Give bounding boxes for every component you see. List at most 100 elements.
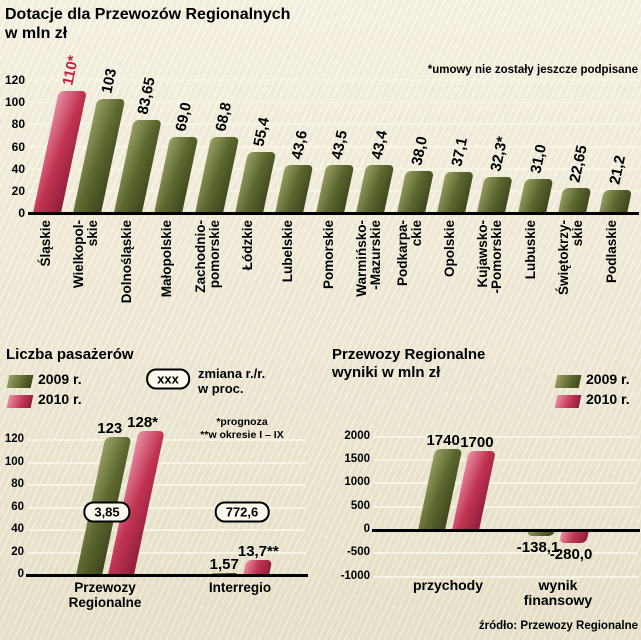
value-label-Dolnośląskie: 83,65 xyxy=(134,76,160,117)
legend-2009-label-left: 2009 r. xyxy=(38,371,82,387)
y-tick-60: 60 xyxy=(11,500,24,513)
page-title-line1: Dotacje dla Przewozów Regionalnych xyxy=(5,6,291,23)
value-label-Małopolskie: 69,0 xyxy=(172,100,195,133)
gridline-120 xyxy=(28,79,639,81)
y-tick-60: 60 xyxy=(11,139,25,154)
category-label-Opolskie: Opolskie xyxy=(442,220,457,278)
bar-Świętokrzyskie xyxy=(558,187,592,213)
legend-2009-swatch-right xyxy=(554,375,582,388)
gridline-20 xyxy=(28,551,306,554)
y-tick--1000: -1000 xyxy=(340,569,370,582)
category-label-Małopolskie: Małopolskie xyxy=(159,220,175,298)
y-tick-500: 500 xyxy=(350,499,370,512)
bar-Opolskie xyxy=(437,171,474,213)
bar-Zachodniopomorskie xyxy=(194,136,239,213)
y-tick-120: 120 xyxy=(4,433,24,445)
value-label: -138,1 xyxy=(516,539,560,557)
chart-passengers: 0 20 40 60 80 100 120 123 128* Przewozy Regionaln… xyxy=(0,414,320,640)
y-tick-2000: 2000 xyxy=(344,429,370,442)
value-label-Lubelskie: 43,6 xyxy=(287,128,311,161)
value-label-Świętokrzyskie: 22,65 xyxy=(566,143,591,184)
x-axis xyxy=(26,574,308,577)
legend-2009-swatch-left xyxy=(6,375,34,388)
category-label-Wielkopolskie: Wielkopol- skie xyxy=(71,220,101,289)
x-axis xyxy=(28,212,639,215)
y-tick-1000: 1000 xyxy=(344,476,370,489)
bar-Kujawsko-Pomorskie xyxy=(477,177,513,213)
group-label: Przewozy Regionalne xyxy=(68,580,142,610)
category-label-Podkarpackie: Podkarpa- ckie xyxy=(394,220,424,287)
bar-Podkarpackie xyxy=(396,170,434,213)
value-label: 1740 xyxy=(426,431,460,449)
value-label: -280,0 xyxy=(549,546,593,564)
group-label: wynik finansowy xyxy=(523,577,593,608)
chart-subsidies: 0 20 40 60 80 100 120 110* Śląskie 103 Wielkopol- … xyxy=(0,40,641,338)
x-axis xyxy=(372,529,640,532)
gridline-1500 xyxy=(374,459,638,462)
bar-Pomorskie xyxy=(315,164,355,213)
gridline--500 xyxy=(374,552,638,555)
y-tick--500: -500 xyxy=(346,546,370,559)
category-label-Podlaskie: Podlaskie xyxy=(603,220,619,284)
change-badge: 3,85 xyxy=(83,501,131,523)
y-tick-80: 80 xyxy=(11,117,25,132)
bar-Łódzkie xyxy=(235,151,277,213)
y-tick-80: 80 xyxy=(11,478,24,490)
passengers-title: Liczba pasażerów xyxy=(6,346,134,363)
legend-2010-label-right: 2010 r. xyxy=(586,391,630,407)
gridline-40 xyxy=(28,529,306,531)
gridline-2000 xyxy=(374,435,638,438)
group-label: przychody xyxy=(412,577,484,593)
gridline-120 xyxy=(28,439,306,441)
source-credit: źródło: Przewozy Regionalne xyxy=(478,620,638,632)
change-badge: 772,6 xyxy=(214,501,270,523)
category-label-Lubelskie: Lubelskie xyxy=(280,220,296,283)
bar-Dolnośląskie xyxy=(113,120,162,213)
y-tick-0: 0 xyxy=(18,206,25,220)
y-tick-100: 100 xyxy=(4,95,25,110)
page-title-line2: w mln zł xyxy=(5,25,68,42)
category-label-Łódzkie: Łódzkie xyxy=(240,220,255,271)
gridline--1000 xyxy=(374,575,638,578)
category-label-Lubuskie: Lubuskie xyxy=(522,220,538,280)
bar-2010 r.-Interregio xyxy=(243,559,273,575)
value-label-Podlaskie: 21,2 xyxy=(606,153,630,186)
gridline-60 xyxy=(28,145,639,148)
category-label-Kujawsko-Pomorskie: Kujawsko- -Pomorskie xyxy=(475,220,505,294)
bar-Małopolskie xyxy=(154,136,199,213)
y-tick-20: 20 xyxy=(11,183,25,198)
gridline-80 xyxy=(28,123,639,126)
category-label-Śląskie: Śląskie xyxy=(38,220,53,267)
legend-2010-swatch-right xyxy=(554,395,582,408)
subsidies-footnote: *umowy nie zostały jeszcze podpisane xyxy=(427,64,638,76)
gridline-1000 xyxy=(374,482,638,485)
gridline-500 xyxy=(374,505,638,508)
results-title: Przewozy Regionalne wyniki w mln zł xyxy=(332,346,486,381)
bar-Warmińsko-Mazurskie xyxy=(356,164,395,213)
category-label-Dolnośląskie: Dolnośląskie xyxy=(118,220,134,304)
passengers-note: *prognoza **w okresie I – IX xyxy=(200,416,284,441)
y-tick-1500: 1500 xyxy=(344,453,370,466)
value-label: 128* xyxy=(127,414,159,431)
y-tick-120: 120 xyxy=(4,73,25,87)
value-label: 13,7** xyxy=(237,542,279,560)
page-title: Dotacje dla Przewozów Regionalnych w mln… xyxy=(5,5,290,43)
value-label-Pomorskie: 43,5 xyxy=(328,128,352,161)
category-label-Warmińsko-Mazurskie: Warmińsko- -Mazurskie xyxy=(354,220,384,297)
y-tick-40: 40 xyxy=(11,161,25,176)
value-label: 1,57 xyxy=(209,556,239,574)
value-label-Warmińsko-Mazurskie: 43,4 xyxy=(368,128,392,161)
value-label: 123 xyxy=(97,419,123,437)
legend-2009-label-right: 2009 r. xyxy=(586,371,630,387)
y-tick-20: 20 xyxy=(11,545,24,558)
bar-Lubuskie xyxy=(517,178,554,213)
y-tick-0: 0 xyxy=(363,523,370,535)
legend-2010-swatch-left xyxy=(6,395,34,408)
value-label-Zachodniopomorskie: 68,8 xyxy=(212,100,236,133)
legend-2010-label-left: 2010 r. xyxy=(38,391,82,407)
bar-Podlaskie xyxy=(598,189,632,213)
change-sample-badge: xxx xyxy=(146,368,190,390)
gridline-80 xyxy=(28,484,306,486)
gridline-100 xyxy=(28,101,639,104)
